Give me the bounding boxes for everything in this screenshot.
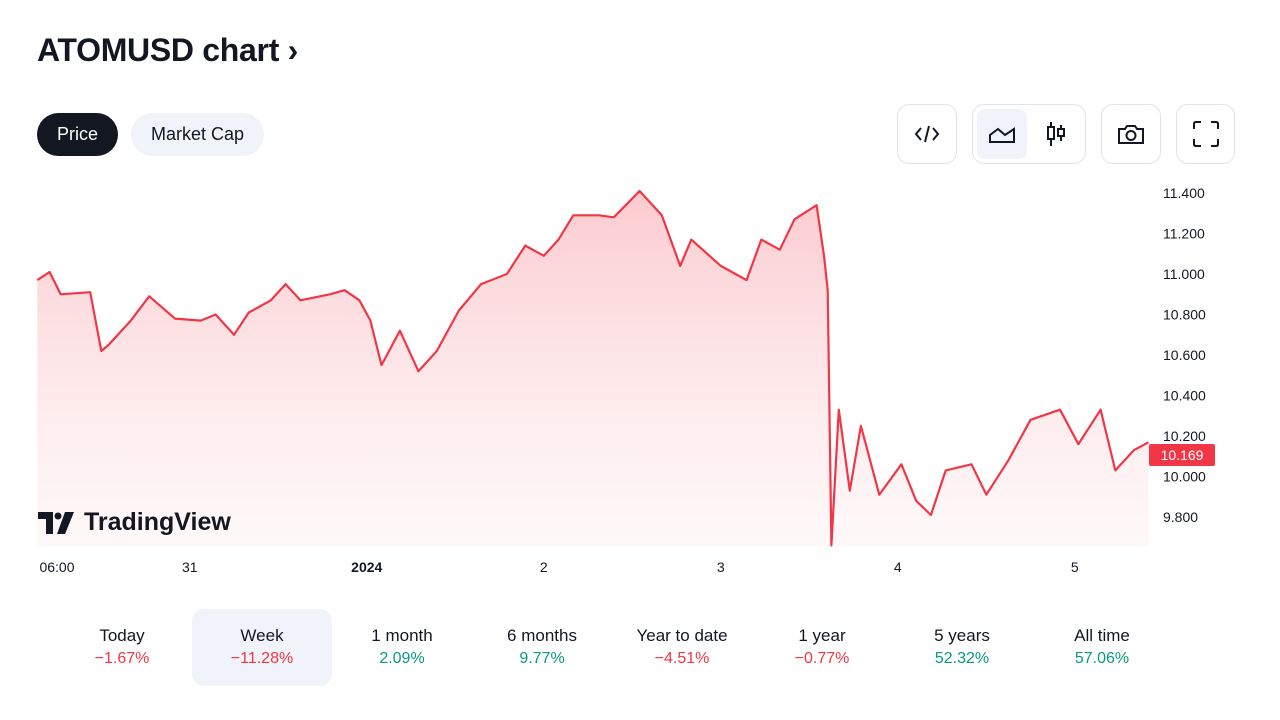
period-label: Week: [240, 626, 284, 645]
period-change: −11.28%: [230, 650, 294, 667]
candles-style-button[interactable]: [1031, 109, 1081, 159]
period-6-months[interactable]: 6 months 9.77%: [472, 609, 612, 686]
period-change: −1.67%: [94, 650, 150, 667]
tradingview-logo-icon: [38, 511, 74, 534]
period-week[interactable]: Week −11.28%: [192, 609, 332, 686]
camera-icon: [1118, 125, 1144, 144]
period-change: −4.51%: [654, 650, 710, 667]
last-price-value: 10.169: [1161, 447, 1204, 463]
period-change: 9.77%: [519, 650, 565, 667]
x-tick-label: 5: [1071, 559, 1079, 575]
screenshot-button[interactable]: [1101, 104, 1161, 164]
period-label: 1 year: [798, 626, 846, 645]
period-label: 1 month: [371, 626, 433, 645]
y-tick-label: 10.600: [1163, 347, 1206, 363]
x-tick-label: 4: [894, 559, 902, 575]
price-chart[interactable]: 11.400 11.200 11.000 10.800 10.600 10.400 10.2…: [0, 170, 1280, 590]
period-label: Today: [99, 626, 145, 645]
period-5-years[interactable]: 5 years 52.32%: [892, 609, 1032, 686]
page-title[interactable]: ATOMUSD chart ›: [37, 32, 299, 68]
y-tick-label: 10.200: [1163, 428, 1206, 444]
fullscreen-icon: [1192, 121, 1219, 147]
price-area-fill: [37, 191, 1149, 546]
area-chart-icon: [989, 127, 1015, 143]
tradingview-logo[interactable]: TradingView: [38, 508, 231, 537]
y-tick-label: 10.000: [1163, 469, 1206, 485]
period-1-year[interactable]: 1 year −0.77%: [752, 609, 892, 686]
period-label: 5 years: [934, 626, 990, 645]
x-tick-label: 2024: [351, 559, 382, 575]
chevron-right-icon: ›: [287, 32, 299, 68]
period-label: All time: [1074, 626, 1130, 645]
x-tick-label: 06:00: [39, 559, 74, 575]
period-change: 2.09%: [379, 650, 425, 667]
period-today[interactable]: Today −1.67%: [52, 609, 192, 686]
x-tick-label: 3: [717, 559, 725, 575]
period-selector: Today −1.67% Week −11.28% 1 month 2.09% 6 mont…: [52, 609, 1172, 686]
tab-market-cap[interactable]: Market Cap: [131, 113, 265, 156]
tab-price[interactable]: Price: [37, 113, 119, 156]
area-style-button[interactable]: [977, 109, 1027, 159]
period-label: Year to date: [636, 626, 728, 645]
price-line: [36, 189, 1150, 547]
y-tick-label: 9.800: [1163, 509, 1198, 525]
y-tick-label: 11.200: [1163, 226, 1205, 242]
last-price-label: 10.169: [1149, 444, 1215, 466]
period-change: −0.77%: [794, 650, 850, 667]
period-change: 52.32%: [934, 650, 990, 667]
period-year-to-date[interactable]: Year to date −4.51%: [612, 609, 752, 686]
x-tick-label: 31: [182, 559, 198, 575]
y-tick-label: 11.400: [1163, 185, 1205, 201]
embed-code-icon: [914, 125, 940, 143]
y-tick-label: 11.000: [1163, 266, 1205, 282]
last-price-badge: [1149, 444, 1215, 466]
period-all-time[interactable]: All time 57.06%: [1032, 609, 1172, 686]
candles-icon: [1047, 122, 1065, 146]
period-1-month[interactable]: 1 month 2.09%: [332, 609, 472, 686]
period-change: 57.06%: [1074, 650, 1130, 667]
period-label: 6 months: [507, 626, 577, 645]
y-tick-label: 10.400: [1163, 388, 1206, 404]
x-tick-label: 2: [540, 559, 548, 575]
y-tick-label: 10.800: [1163, 307, 1206, 323]
fullscreen-button[interactable]: [1176, 104, 1235, 164]
embed-button[interactable]: [897, 104, 957, 164]
chart-style-group: [972, 104, 1086, 164]
